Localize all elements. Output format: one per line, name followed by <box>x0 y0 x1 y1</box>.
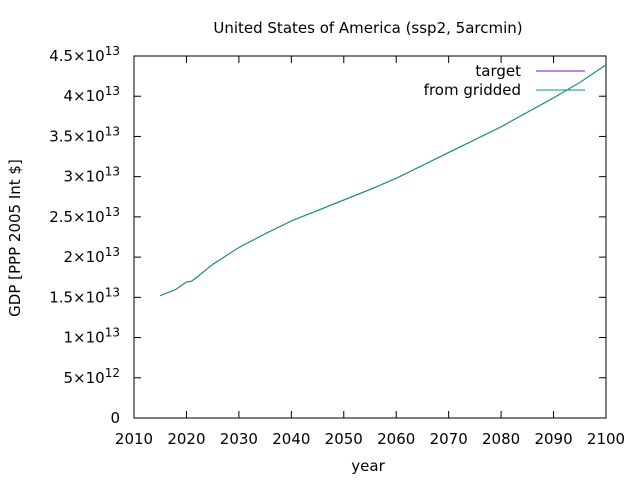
y-tick-mantissa: 3×10 <box>64 168 105 186</box>
y-tick-label: 0 <box>110 409 120 427</box>
y-tick-exponent: 13 <box>105 326 120 340</box>
x-axis-label: year <box>351 457 385 475</box>
y-tick-mantissa: 2.5×10 <box>49 208 105 226</box>
y-tick-mantissa: 0 <box>110 409 120 427</box>
x-tick-label: 2040 <box>272 430 310 448</box>
y-tick-label: 4.5×1013 <box>49 44 120 65</box>
series-line-target <box>160 64 607 297</box>
y-axis-label: GDP [PPP 2005 Int $] <box>6 159 24 317</box>
chart-title: United States of America (ssp2, 5arcmin) <box>213 19 522 37</box>
y-tick-mantissa: 5×10 <box>64 369 105 387</box>
x-tick-label: 2080 <box>482 430 520 448</box>
y-tick-labels: 05×10121×10131.5×10132×10132.5×10133×101… <box>49 44 120 427</box>
y-tick-mantissa: 1×10 <box>64 329 105 347</box>
y-tick-label: 4×1013 <box>64 84 120 105</box>
series-lines <box>160 64 607 297</box>
y-tick-exponent: 13 <box>105 205 120 219</box>
y-tick-exponent: 13 <box>105 165 120 179</box>
y-tick-label: 1×1013 <box>64 326 120 347</box>
x-tick-label: 2070 <box>430 430 468 448</box>
x-tick-label: 2090 <box>534 430 572 448</box>
series-line-from-gridded <box>160 64 607 297</box>
axis-ticks <box>133 55 607 419</box>
x-tick-label: 2020 <box>167 430 205 448</box>
y-tick-exponent: 12 <box>105 366 120 380</box>
y-tick-label: 3.5×1013 <box>49 124 120 145</box>
y-tick-exponent: 13 <box>105 285 120 299</box>
plot-frame <box>133 55 607 419</box>
x-tick-label: 2100 <box>587 430 625 448</box>
y-tick-exponent: 13 <box>105 44 120 58</box>
y-tick-exponent: 13 <box>105 124 120 138</box>
y-tick-label: 2.5×1013 <box>49 205 120 226</box>
legend-label: from gridded <box>424 81 521 99</box>
y-tick-label: 1.5×1013 <box>49 285 120 306</box>
x-tick-label: 2010 <box>115 430 153 448</box>
y-tick-exponent: 13 <box>105 245 120 259</box>
x-tick-label: 2030 <box>220 430 258 448</box>
y-tick-mantissa: 2×10 <box>64 248 105 266</box>
y-tick-mantissa: 4.5×10 <box>49 47 105 65</box>
y-tick-exponent: 13 <box>105 84 120 98</box>
legend-label: target <box>475 62 521 80</box>
y-tick-mantissa: 1.5×10 <box>49 288 105 306</box>
x-tick-label: 2060 <box>377 430 415 448</box>
y-tick-label: 3×1013 <box>64 165 120 186</box>
x-tick-label: 2050 <box>325 430 363 448</box>
y-tick-label: 2×1013 <box>64 245 120 266</box>
x-tick-labels: 2010 2020 2030 2040 2050 2060 2070 2080 2090 2100 <box>115 430 625 448</box>
y-tick-mantissa: 3.5×10 <box>49 127 105 145</box>
y-tick-mantissa: 4×10 <box>64 87 105 105</box>
y-tick-label: 5×1012 <box>64 366 120 387</box>
